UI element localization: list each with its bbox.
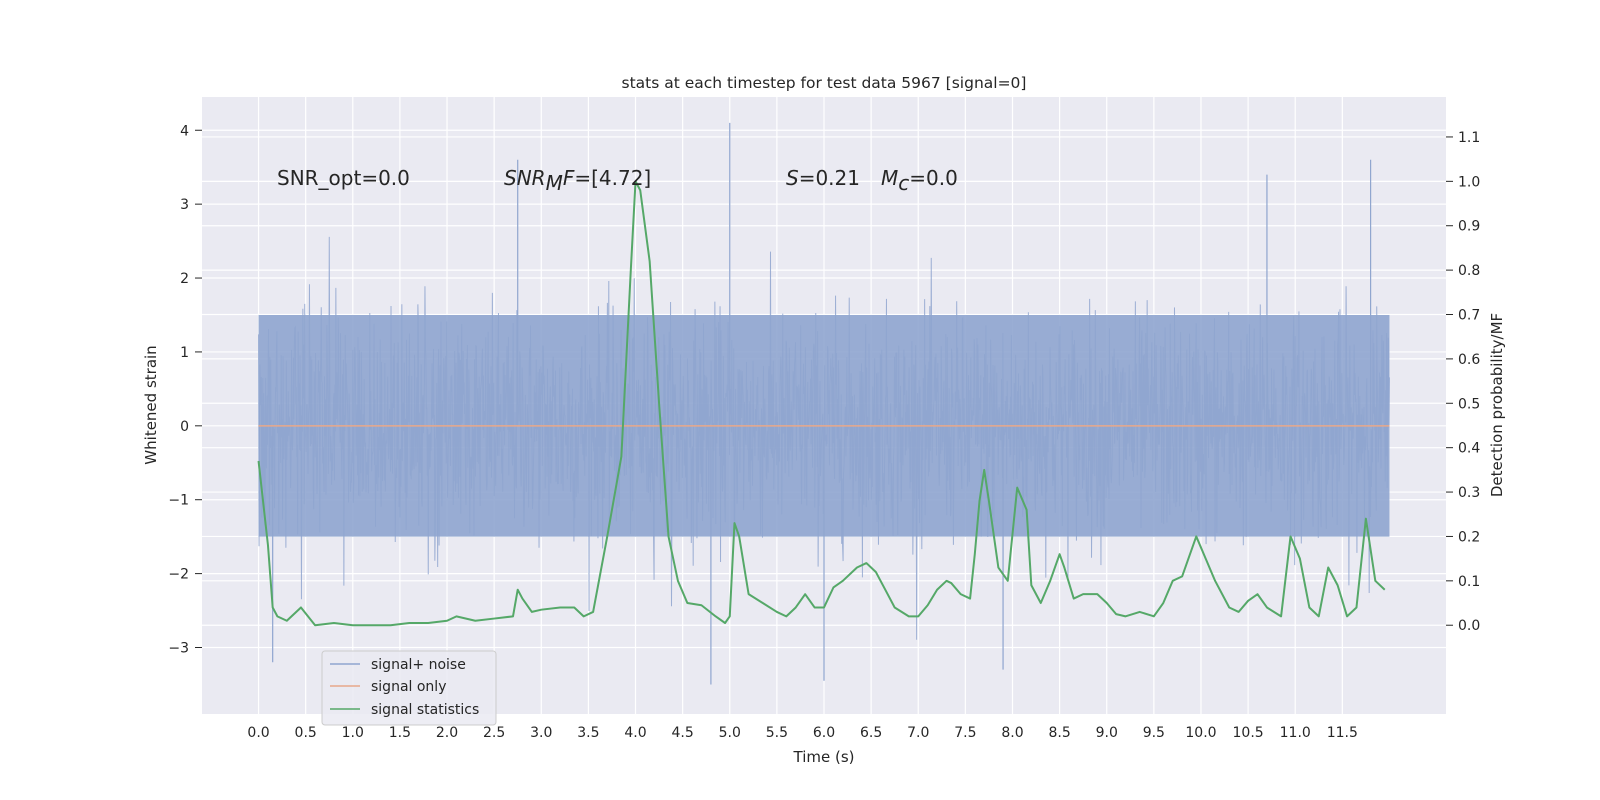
y-tick-label-right: 0.8 [1458, 263, 1480, 279]
x-tick-label: 5.0 [719, 725, 741, 741]
mc-value: =0.0 [909, 166, 958, 190]
x-tick-label: 0.0 [247, 725, 269, 741]
snr-mf-symbol: SNR [504, 166, 546, 190]
legend-box [321, 650, 497, 726]
y-tick-label-left: 4 [180, 123, 189, 139]
x-tick-label: 6.0 [813, 725, 835, 741]
legend-label-signal-only: signal only [371, 679, 446, 695]
y-tick-label-left: 1 [180, 345, 189, 361]
y-tick-label-left: −3 [168, 640, 189, 656]
signal-statistics-series [257, 180, 1386, 627]
annotation-snr-opt: SNR_opt=0.0 [277, 166, 410, 190]
x-tick-label: 8.5 [1048, 725, 1070, 741]
s-value: =0.21 [799, 166, 860, 190]
x-tick-label: 9.0 [1096, 725, 1118, 741]
y-tick-label-right: 1.1 [1458, 130, 1480, 146]
y-tick-label-left: 3 [180, 197, 189, 213]
x-tick-label: 5.5 [766, 725, 788, 741]
y-tick-label-right: 0.6 [1458, 352, 1480, 368]
y-axis-label-left: Whitened strain [142, 345, 160, 464]
annotation-mc: Mc=0.0 [881, 166, 958, 195]
snr-mf-tail: F [563, 166, 575, 190]
legend: signal+ noise signal only signal statist… [321, 650, 497, 726]
x-tick-label: 3.5 [577, 725, 599, 741]
snr-mf-subscript: M [546, 171, 563, 195]
y-tick-label-right: 0.3 [1458, 485, 1480, 501]
legend-label-signal-statistics: signal statistics [371, 702, 479, 718]
s-symbol: S [786, 166, 799, 190]
snr-mf-value: =[4.72] [574, 166, 651, 190]
annotation-snr-mf: SNRMF=[4.72] [504, 166, 651, 195]
chart-title: stats at each timestep for test data 596… [622, 74, 1027, 92]
tick-labels: 0.0 0.5 1.0 1.5 2.0 2.5 3.0 3.5 4.0 4.5 5.0 5.5 6.0 6… [168, 123, 1480, 741]
y-tick-label-right: 0.9 [1458, 219, 1480, 235]
y-tick-label-left: −2 [168, 567, 189, 583]
x-tick-label: 1.5 [389, 725, 411, 741]
y-tick-label-right: 0.4 [1458, 441, 1480, 457]
y-tick-label-right: 0.5 [1458, 396, 1480, 412]
x-tick-label: 2.0 [436, 725, 458, 741]
y-tick-label-right: 0.0 [1458, 618, 1480, 634]
x-tick-label: 10.0 [1185, 725, 1216, 741]
x-tick-label: 3.0 [530, 725, 552, 741]
x-tick-label: 10.5 [1233, 725, 1264, 741]
y-axis-label-right: Detection probability/MF [1488, 313, 1506, 497]
signal-statistics-line [257, 180, 1386, 627]
x-tick-label: 8.0 [1001, 725, 1023, 741]
y-tick-label-left: 2 [180, 271, 189, 287]
y-tick-label-right: 0.1 [1458, 574, 1480, 590]
x-tick-label: 4.0 [624, 725, 646, 741]
x-tick-label: 11.0 [1280, 725, 1311, 741]
mc-symbol: M [881, 166, 898, 190]
y-tick-label-right: 1.0 [1458, 174, 1480, 190]
annotation-s: S=0.21 [786, 166, 860, 190]
x-tick-label: 0.5 [295, 725, 317, 741]
x-tick-label: 7.5 [954, 725, 976, 741]
y-tick-label-left: −1 [168, 493, 189, 509]
y-tick-label-left: 0 [180, 419, 189, 435]
y-tick-label-right: 0.7 [1458, 308, 1480, 324]
x-tick-label: 1.0 [342, 725, 364, 741]
x-tick-label: 4.5 [672, 725, 694, 741]
x-tick-label: 7.0 [907, 725, 929, 741]
y-tick-label-right: 0.2 [1458, 529, 1480, 545]
legend-label-noise: signal+ noise [371, 657, 466, 673]
x-tick-label: 2.5 [483, 725, 505, 741]
x-tick-label: 11.5 [1327, 725, 1358, 741]
x-axis-label: Time (s) [793, 748, 855, 766]
mc-subscript: c [898, 171, 909, 195]
x-tick-label: 6.5 [860, 725, 882, 741]
x-tick-label: 9.5 [1143, 725, 1165, 741]
